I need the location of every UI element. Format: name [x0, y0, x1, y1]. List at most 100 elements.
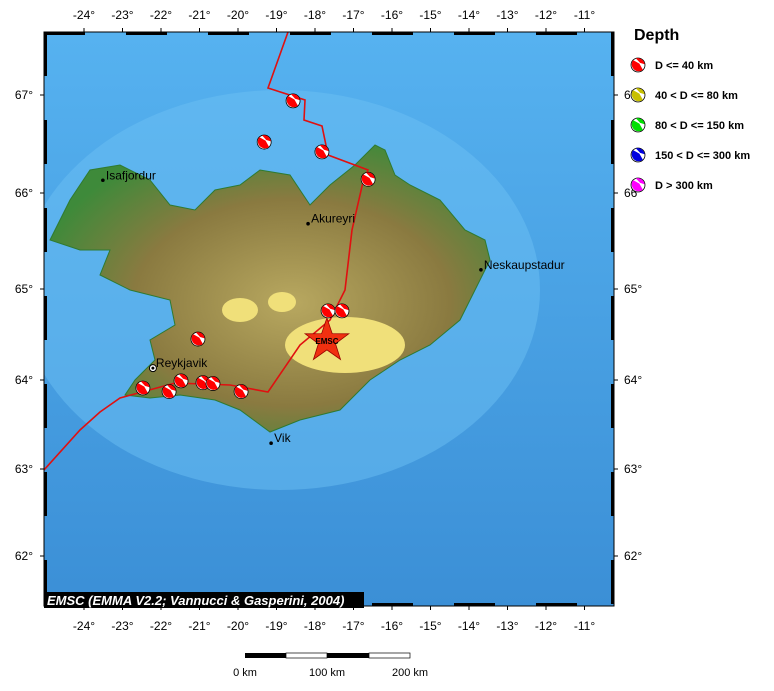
scale-label-0: 0 km — [233, 667, 257, 679]
earthquake-beachball[interactable] — [256, 134, 272, 150]
frame-scale — [454, 603, 495, 606]
lon-label-bottom: -20° — [227, 619, 249, 633]
legend-beachball-icon — [630, 117, 646, 133]
lat-label-left: 66° — [15, 186, 33, 200]
frame-scale — [536, 32, 577, 35]
legend-beachball-icon — [630, 57, 646, 73]
lat-label-left: 62° — [15, 549, 33, 563]
frame-scale — [611, 120, 614, 164]
lon-label-top: -15° — [419, 8, 441, 22]
lon-label-bottom: -17° — [342, 619, 364, 633]
legend-beachball-icon — [630, 87, 646, 103]
city-label: Vik — [274, 431, 291, 445]
frame-scale — [44, 32, 85, 35]
earthquake-beachball[interactable] — [190, 331, 206, 347]
frame-scale — [290, 32, 331, 35]
lon-label-top: -19° — [265, 8, 287, 22]
vatnajokull-glacier — [285, 317, 405, 373]
lon-label-top: -12° — [535, 8, 557, 22]
legend-item-label: D > 300 km — [655, 180, 713, 192]
lat-label-right: 62° — [624, 549, 642, 563]
lat-label-right: 63° — [624, 462, 642, 476]
frame-scale — [126, 32, 167, 35]
lat-label-left: 63° — [15, 462, 33, 476]
legend-beachball-icon — [630, 177, 646, 193]
lon-label-top: -17° — [342, 8, 364, 22]
earthquake-beachball[interactable] — [320, 303, 336, 319]
lon-label-bottom: -22° — [150, 619, 172, 633]
credit-box — [44, 592, 364, 608]
lon-label-bottom: -14° — [458, 619, 480, 633]
legend-item-label: 80 < D <= 150 km — [655, 120, 744, 132]
earthquake-beachball[interactable] — [205, 376, 221, 391]
lat-label-left: 64° — [15, 373, 33, 387]
scale-label-100: 100 km — [309, 667, 345, 679]
city-dot — [306, 221, 310, 226]
legend-item-label: 150 < D <= 300 km — [655, 150, 750, 162]
legend-beachball-icon — [630, 147, 646, 163]
lon-label-bottom: -23° — [111, 619, 133, 633]
earthquake-beachball[interactable] — [135, 380, 151, 396]
lat-label-right: 64° — [624, 373, 642, 387]
lon-label-top: -14° — [458, 8, 480, 22]
lon-label-bottom: -21° — [188, 619, 210, 633]
lon-label-bottom: -12° — [535, 619, 557, 633]
legend-title: Depth — [634, 27, 679, 44]
frame-scale — [611, 32, 614, 76]
lon-label-top: -24° — [73, 8, 95, 22]
lon-label-bottom: -18° — [304, 619, 326, 633]
city-dot — [269, 441, 273, 445]
frame-scale — [44, 120, 47, 164]
city-label: Isafjordur — [106, 168, 156, 182]
hofsjokull-glacier — [268, 292, 296, 312]
lon-label-top: -22° — [150, 8, 172, 22]
lon-label-top: -18° — [304, 8, 326, 22]
epicenter-star[interactable] — [303, 316, 350, 361]
legend-item-label: 40 < D <= 80 km — [655, 90, 738, 102]
lon-label-top: -20° — [227, 8, 249, 22]
frame-scale — [372, 32, 413, 35]
lon-label-bottom: -19° — [265, 619, 287, 633]
frame-scale — [44, 472, 47, 516]
earthquake-beachball[interactable] — [161, 384, 177, 399]
earthquake-beachball[interactable] — [233, 384, 249, 399]
lon-label-bottom: -13° — [496, 619, 518, 633]
earthquake-beachball[interactable] — [360, 171, 376, 187]
lon-label-top: -13° — [496, 8, 518, 22]
frame-scale — [44, 384, 47, 428]
earthquake-beachball[interactable] — [334, 303, 350, 319]
frame-scale — [44, 296, 47, 340]
lon-label-top: -11° — [574, 8, 595, 22]
frame-scale — [611, 472, 614, 516]
lon-label-bottom: -24° — [73, 619, 95, 633]
scale-bar: 0 km 100 km 200 km — [233, 652, 428, 679]
frame-scale — [44, 208, 47, 252]
city-label: Neskaupstadur — [484, 258, 565, 272]
frame-scale — [208, 32, 249, 35]
legend-item-label: D <= 40 km — [655, 60, 713, 72]
earthquake-beachball[interactable] — [314, 144, 330, 160]
lon-label-bottom: -15° — [419, 619, 441, 633]
depth-legend: Depth D <= 40 km 40 < D <= 80 km 80 < D <=… — [630, 27, 750, 193]
frame-scale — [611, 296, 614, 340]
frame-scale — [611, 384, 614, 428]
lon-label-bottom: -16° — [381, 619, 403, 633]
lat-label-right: 65° — [624, 282, 642, 296]
langjokull-glacier — [222, 298, 258, 322]
earthquake-beachball[interactable] — [173, 373, 189, 389]
frame-scale — [611, 560, 614, 604]
earthquake-beachball[interactable] — [285, 93, 301, 109]
frame-scale — [372, 603, 413, 606]
city-dot — [101, 178, 105, 183]
city-label: Reykjavik — [156, 356, 208, 370]
lat-label-left: 67° — [15, 88, 33, 102]
lat-label-left: 65° — [15, 282, 33, 296]
frame-scale — [44, 560, 47, 604]
epicenter-label: EMSC — [315, 337, 338, 346]
city-label: Akureyri — [311, 212, 355, 226]
city-dot — [479, 268, 483, 272]
frame-scale — [611, 208, 614, 252]
credit-text: EMSC (EMMA V2.2; Vannucci & Gasperini, 2… — [47, 593, 344, 608]
